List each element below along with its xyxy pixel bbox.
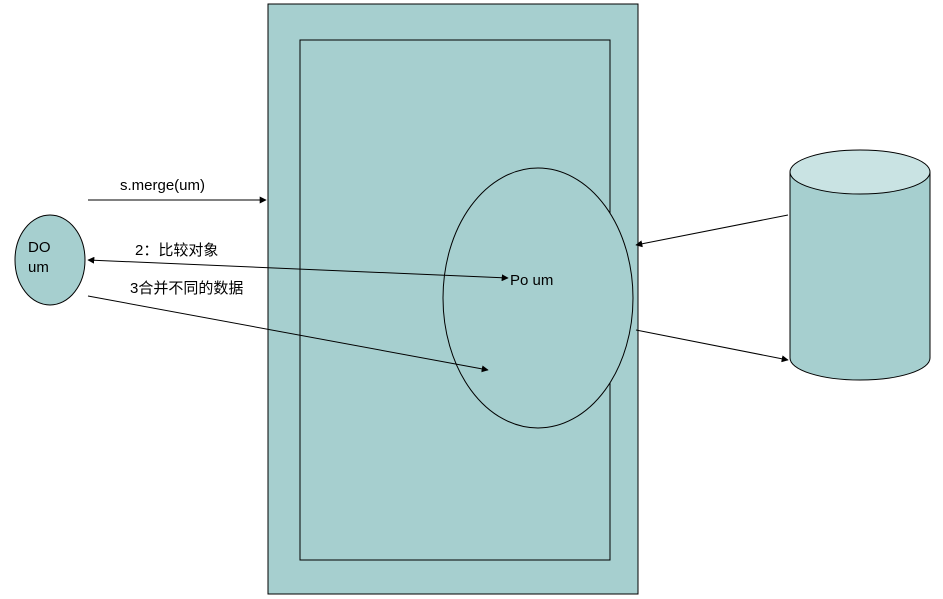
po-um-node bbox=[443, 168, 633, 428]
edge-po-to-db bbox=[636, 330, 788, 360]
edge-merge-data-label: 3合并不同的数据 bbox=[130, 280, 243, 297]
edge-compare-label: 2：比较对象 bbox=[135, 241, 218, 259]
po-um-label: Po um bbox=[510, 272, 553, 289]
diagram-canvas: Po um DO um s.merge(um) 2：比较对象 3合并不同的数据 bbox=[0, 0, 943, 599]
edge-db-to-po bbox=[636, 215, 788, 245]
edge-merge-label: s.merge(um) bbox=[120, 177, 205, 194]
do-um-label-line2: um bbox=[28, 259, 49, 276]
database-cylinder bbox=[790, 150, 930, 380]
do-um-label-line1: DO bbox=[28, 239, 51, 256]
do-um-node bbox=[15, 215, 85, 305]
